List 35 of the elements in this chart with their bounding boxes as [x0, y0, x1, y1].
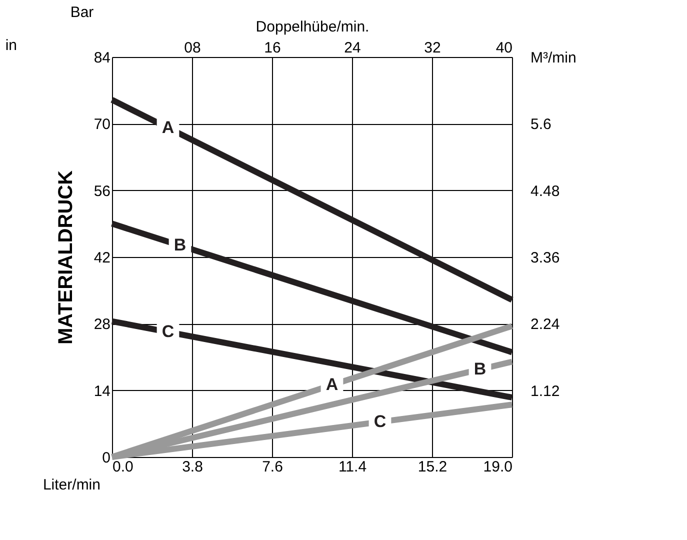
x2-axis-title: Doppelhübe/min. — [256, 18, 370, 36]
y-tick-label: 84 — [94, 50, 110, 66]
y2-axis-title: M³/min — [530, 50, 576, 66]
x2-tick-label: 40 — [496, 40, 512, 56]
series-label: A — [162, 118, 174, 137]
y2-tick-label: 3.36 — [530, 250, 560, 266]
y-axis-title: MATERIALDRUCK — [54, 170, 77, 345]
y-tick-label: 56 — [94, 182, 110, 200]
x2-tick-label: 08 — [184, 40, 201, 56]
x-tick-label: 7.6 — [262, 458, 283, 476]
series-label: C — [374, 412, 386, 431]
series-label: B — [474, 359, 486, 378]
y-tick-label: 42 — [94, 250, 110, 266]
x2-tick-label: 24 — [344, 40, 361, 56]
x-axis-title: Liter/min — [42, 476, 100, 494]
x2-tick-label: 32 — [424, 40, 441, 56]
series-label: A — [326, 374, 338, 394]
x-tick-label: 19.0 — [483, 458, 512, 476]
y-tick-label: 70 — [94, 116, 110, 134]
x2-tick-label: 16 — [264, 40, 281, 56]
y2-tick-label: 4.48 — [530, 182, 560, 200]
series-label: C — [162, 322, 174, 341]
text: Bar — [70, 4, 94, 21]
x-tick-label: 11.4 — [338, 458, 367, 476]
y-tick-label: 0 — [102, 450, 110, 466]
x-tick-label: 3.8 — [182, 458, 203, 476]
y-tick-label: 14 — [94, 382, 110, 400]
x-tick-label: 15.2 — [418, 458, 448, 476]
y2-tick-label: 2.24 — [530, 316, 560, 334]
series-label: B — [174, 236, 186, 255]
x-tick-label: 0.0 — [112, 458, 134, 476]
y-tick-label: 28 — [94, 316, 110, 334]
y2-tick-label: 1.12 — [530, 382, 560, 400]
y2-tick-label: 5.6 — [530, 116, 552, 134]
text: in — [5, 37, 17, 54]
